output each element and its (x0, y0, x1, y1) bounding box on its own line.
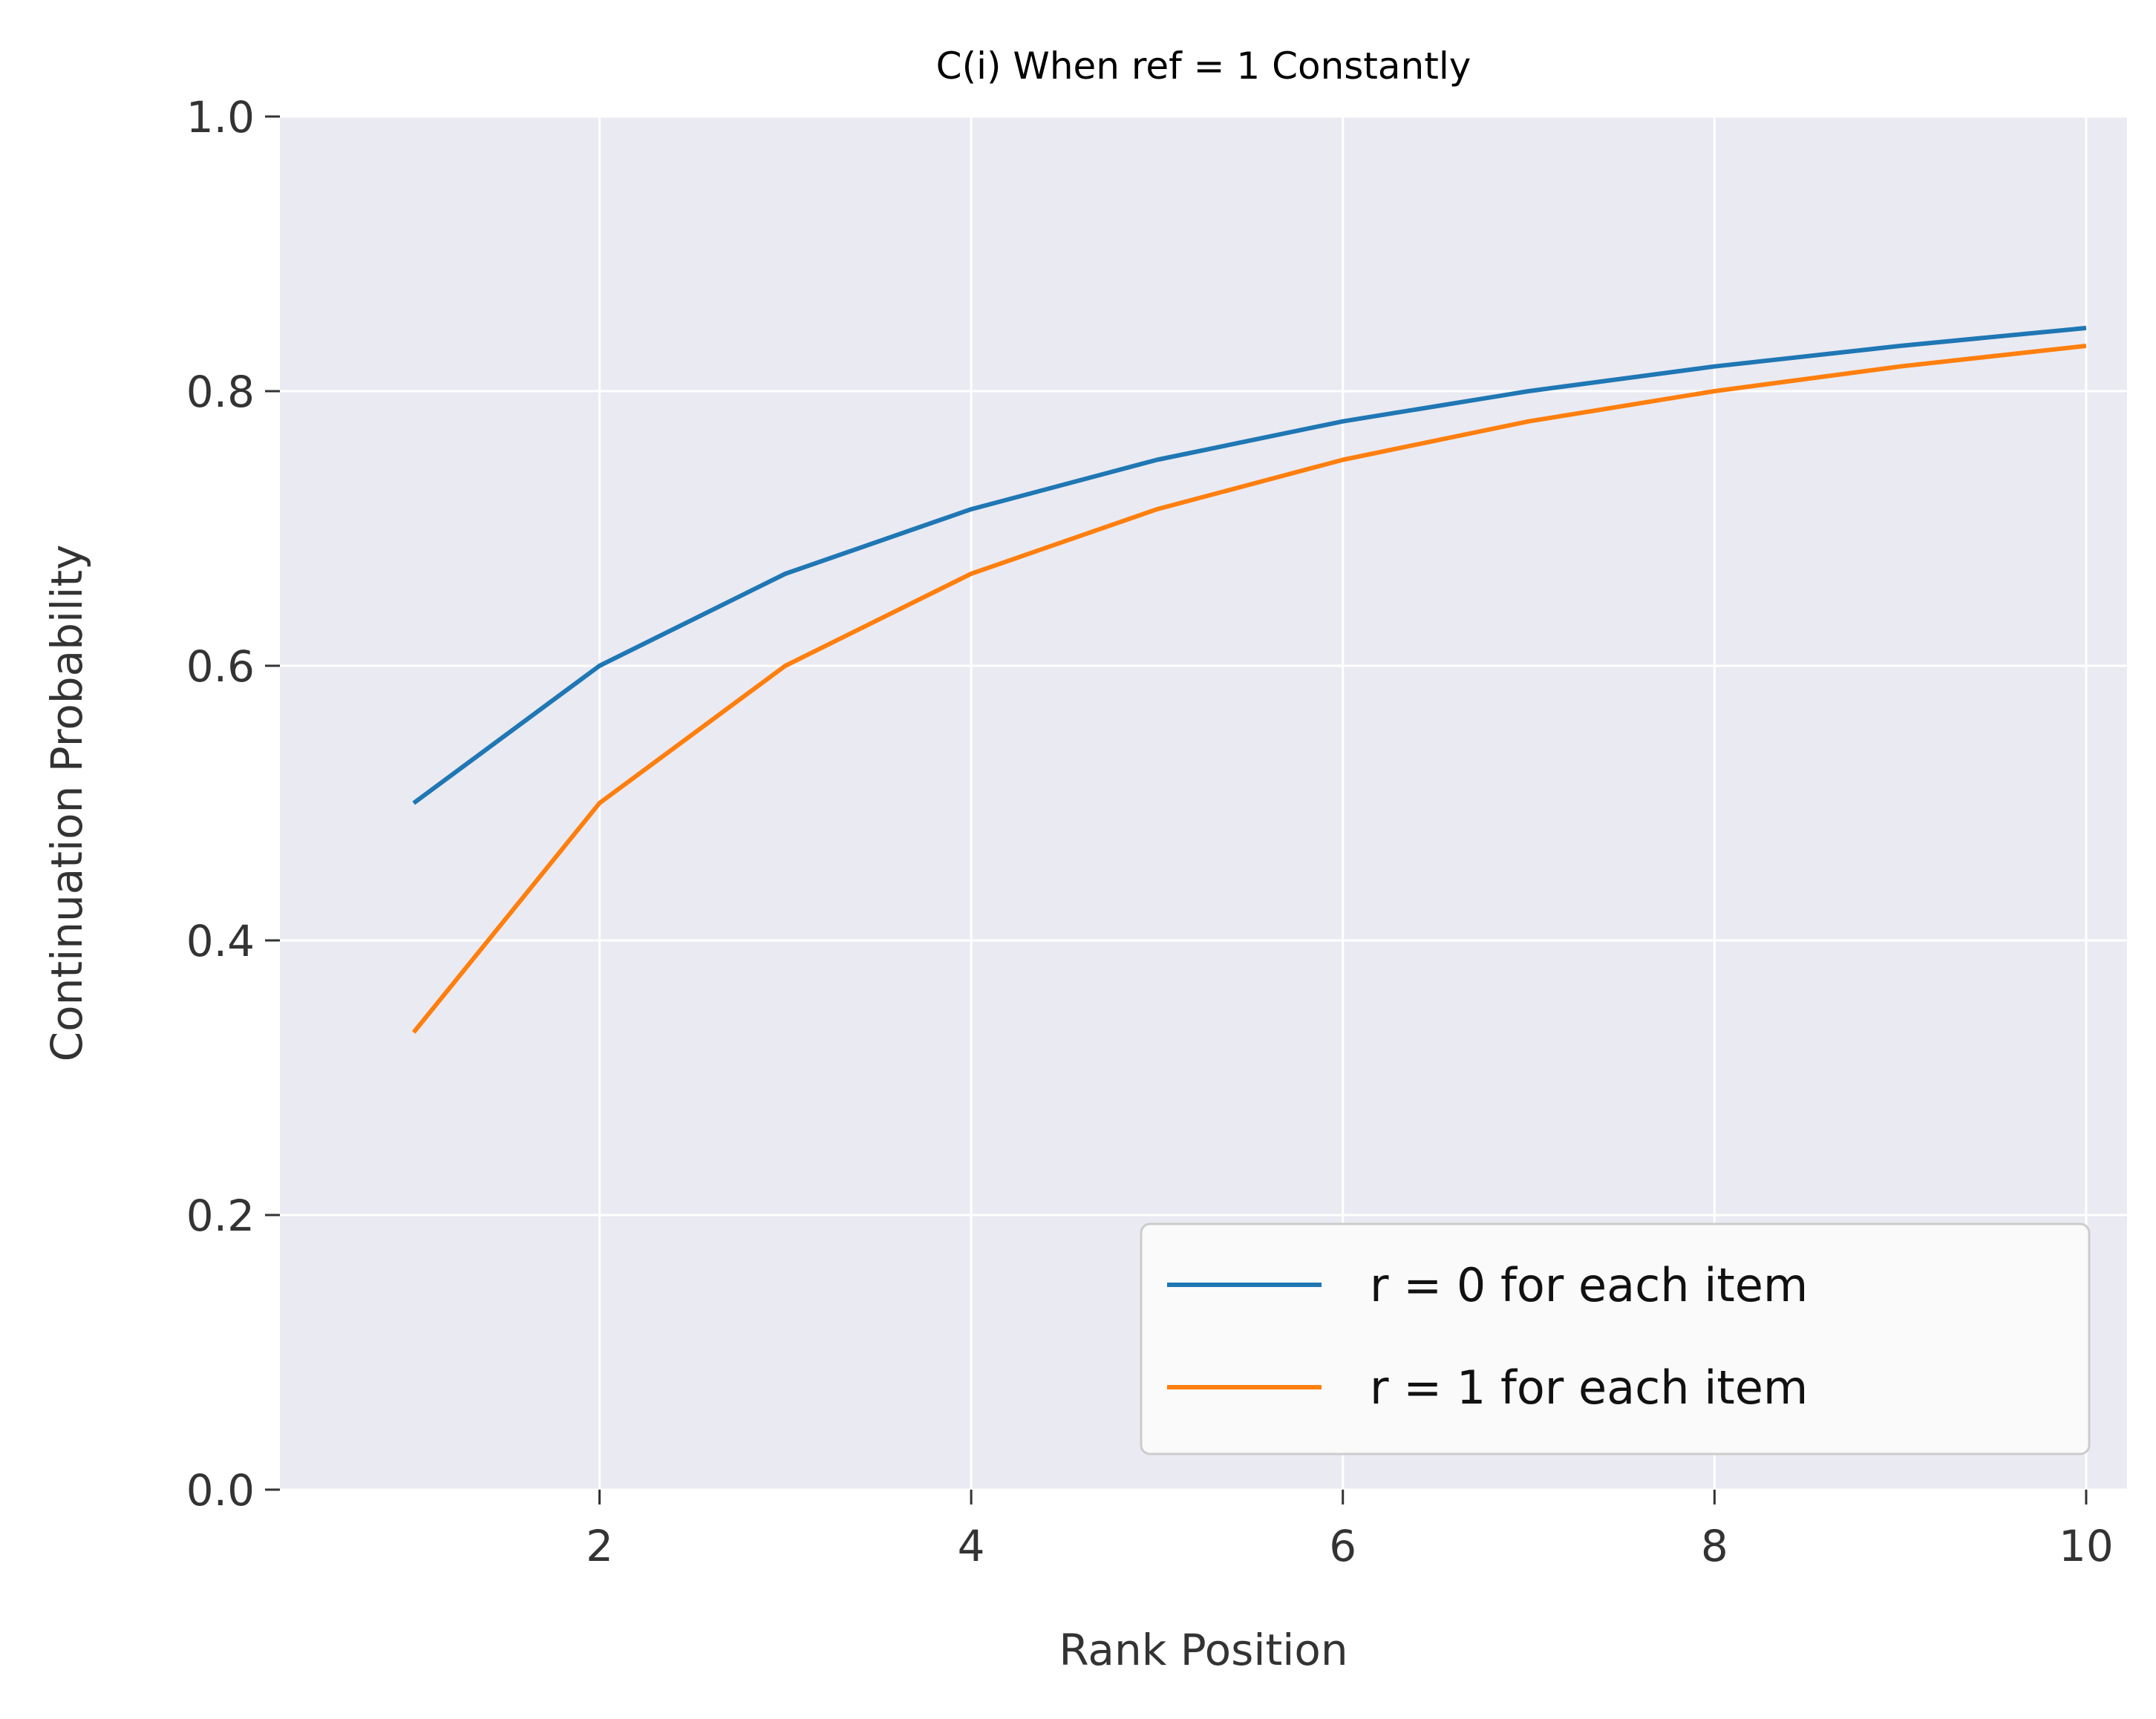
y-axis-label: Continuation Probability (42, 545, 92, 1062)
y-tick-label: 0.6 (186, 641, 255, 692)
axis-ticks: 0.0 0.2 0.4 0.6 0.8 1.0 2 4 6 8 10 (186, 92, 2114, 1571)
x-tick-label: 6 (1329, 1521, 1356, 1571)
y-tick-label: 0.0 (186, 1465, 255, 1516)
y-tick-label: 0.2 (186, 1191, 255, 1241)
x-tick-label: 8 (1701, 1521, 1728, 1571)
y-tick-label: 0.4 (186, 916, 255, 966)
legend-label-r1: r = 1 for each item (1370, 1361, 1808, 1415)
x-tick-label: 2 (586, 1521, 613, 1571)
y-tick-label: 0.8 (186, 367, 255, 417)
series-line-1 (411, 344, 2087, 1034)
legend-label-r0: r = 0 for each item (1370, 1258, 1808, 1312)
x-axis-label: Rank Position (1059, 1625, 1348, 1675)
legend-box (1140, 1222, 2091, 1456)
series-line-0 (412, 325, 2087, 805)
x-tick-label: 10 (2059, 1521, 2114, 1571)
legend: r = 0 for each item r = 1 for each item (1140, 1222, 2091, 1456)
y-tick-label: 1.0 (186, 92, 255, 143)
x-tick-label: 4 (958, 1521, 985, 1571)
series-lines (411, 325, 2087, 1034)
chart-title: C(i) When ref = 1 Constantly (936, 45, 1471, 88)
